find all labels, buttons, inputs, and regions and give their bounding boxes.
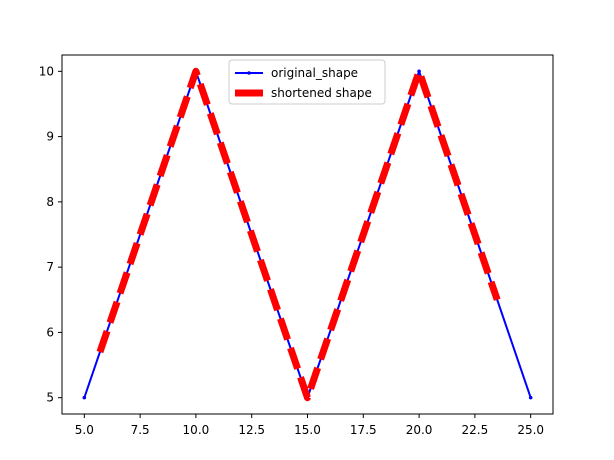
x-tick-label: 12.5: [238, 423, 265, 437]
x-tick-label: 22.5: [462, 423, 489, 437]
legend-label-1: original_shape: [271, 66, 358, 80]
y-tick-label: 8: [46, 195, 54, 209]
x-tick-label: 7.5: [131, 423, 150, 437]
y-tick-label: 7: [46, 260, 54, 274]
series-line-2: [96, 67, 501, 402]
x-tick-label: 5.0: [75, 423, 94, 437]
x-tick-label: 17.5: [350, 423, 377, 437]
y-tick-label: 5: [46, 391, 54, 405]
x-tick-label: 15.0: [294, 423, 321, 437]
legend-box: [228, 59, 386, 105]
legend-label-2: shortened shape: [271, 86, 372, 100]
series-1-point: [528, 395, 533, 400]
series-layer: [82, 67, 533, 402]
x-tick-label: 20.0: [406, 423, 433, 437]
y-tick-label: 10: [39, 64, 54, 78]
x-axis: 5.0 7.5 10.0 12.5 15.0 17.5 20.0 22.5 25.0: [75, 414, 544, 437]
legend-marker-1: [247, 71, 251, 75]
x-tick-label: 25.0: [517, 423, 544, 437]
y-axis: 5 6 7 8 9 10: [39, 64, 62, 405]
series-1-point: [417, 69, 421, 74]
legend: original_shape shortened shape: [228, 59, 386, 105]
series-1-point: [82, 395, 87, 400]
x-tick-label: 10.0: [183, 423, 210, 437]
y-tick-label: 6: [46, 325, 54, 339]
y-tick-label: 9: [46, 130, 54, 144]
